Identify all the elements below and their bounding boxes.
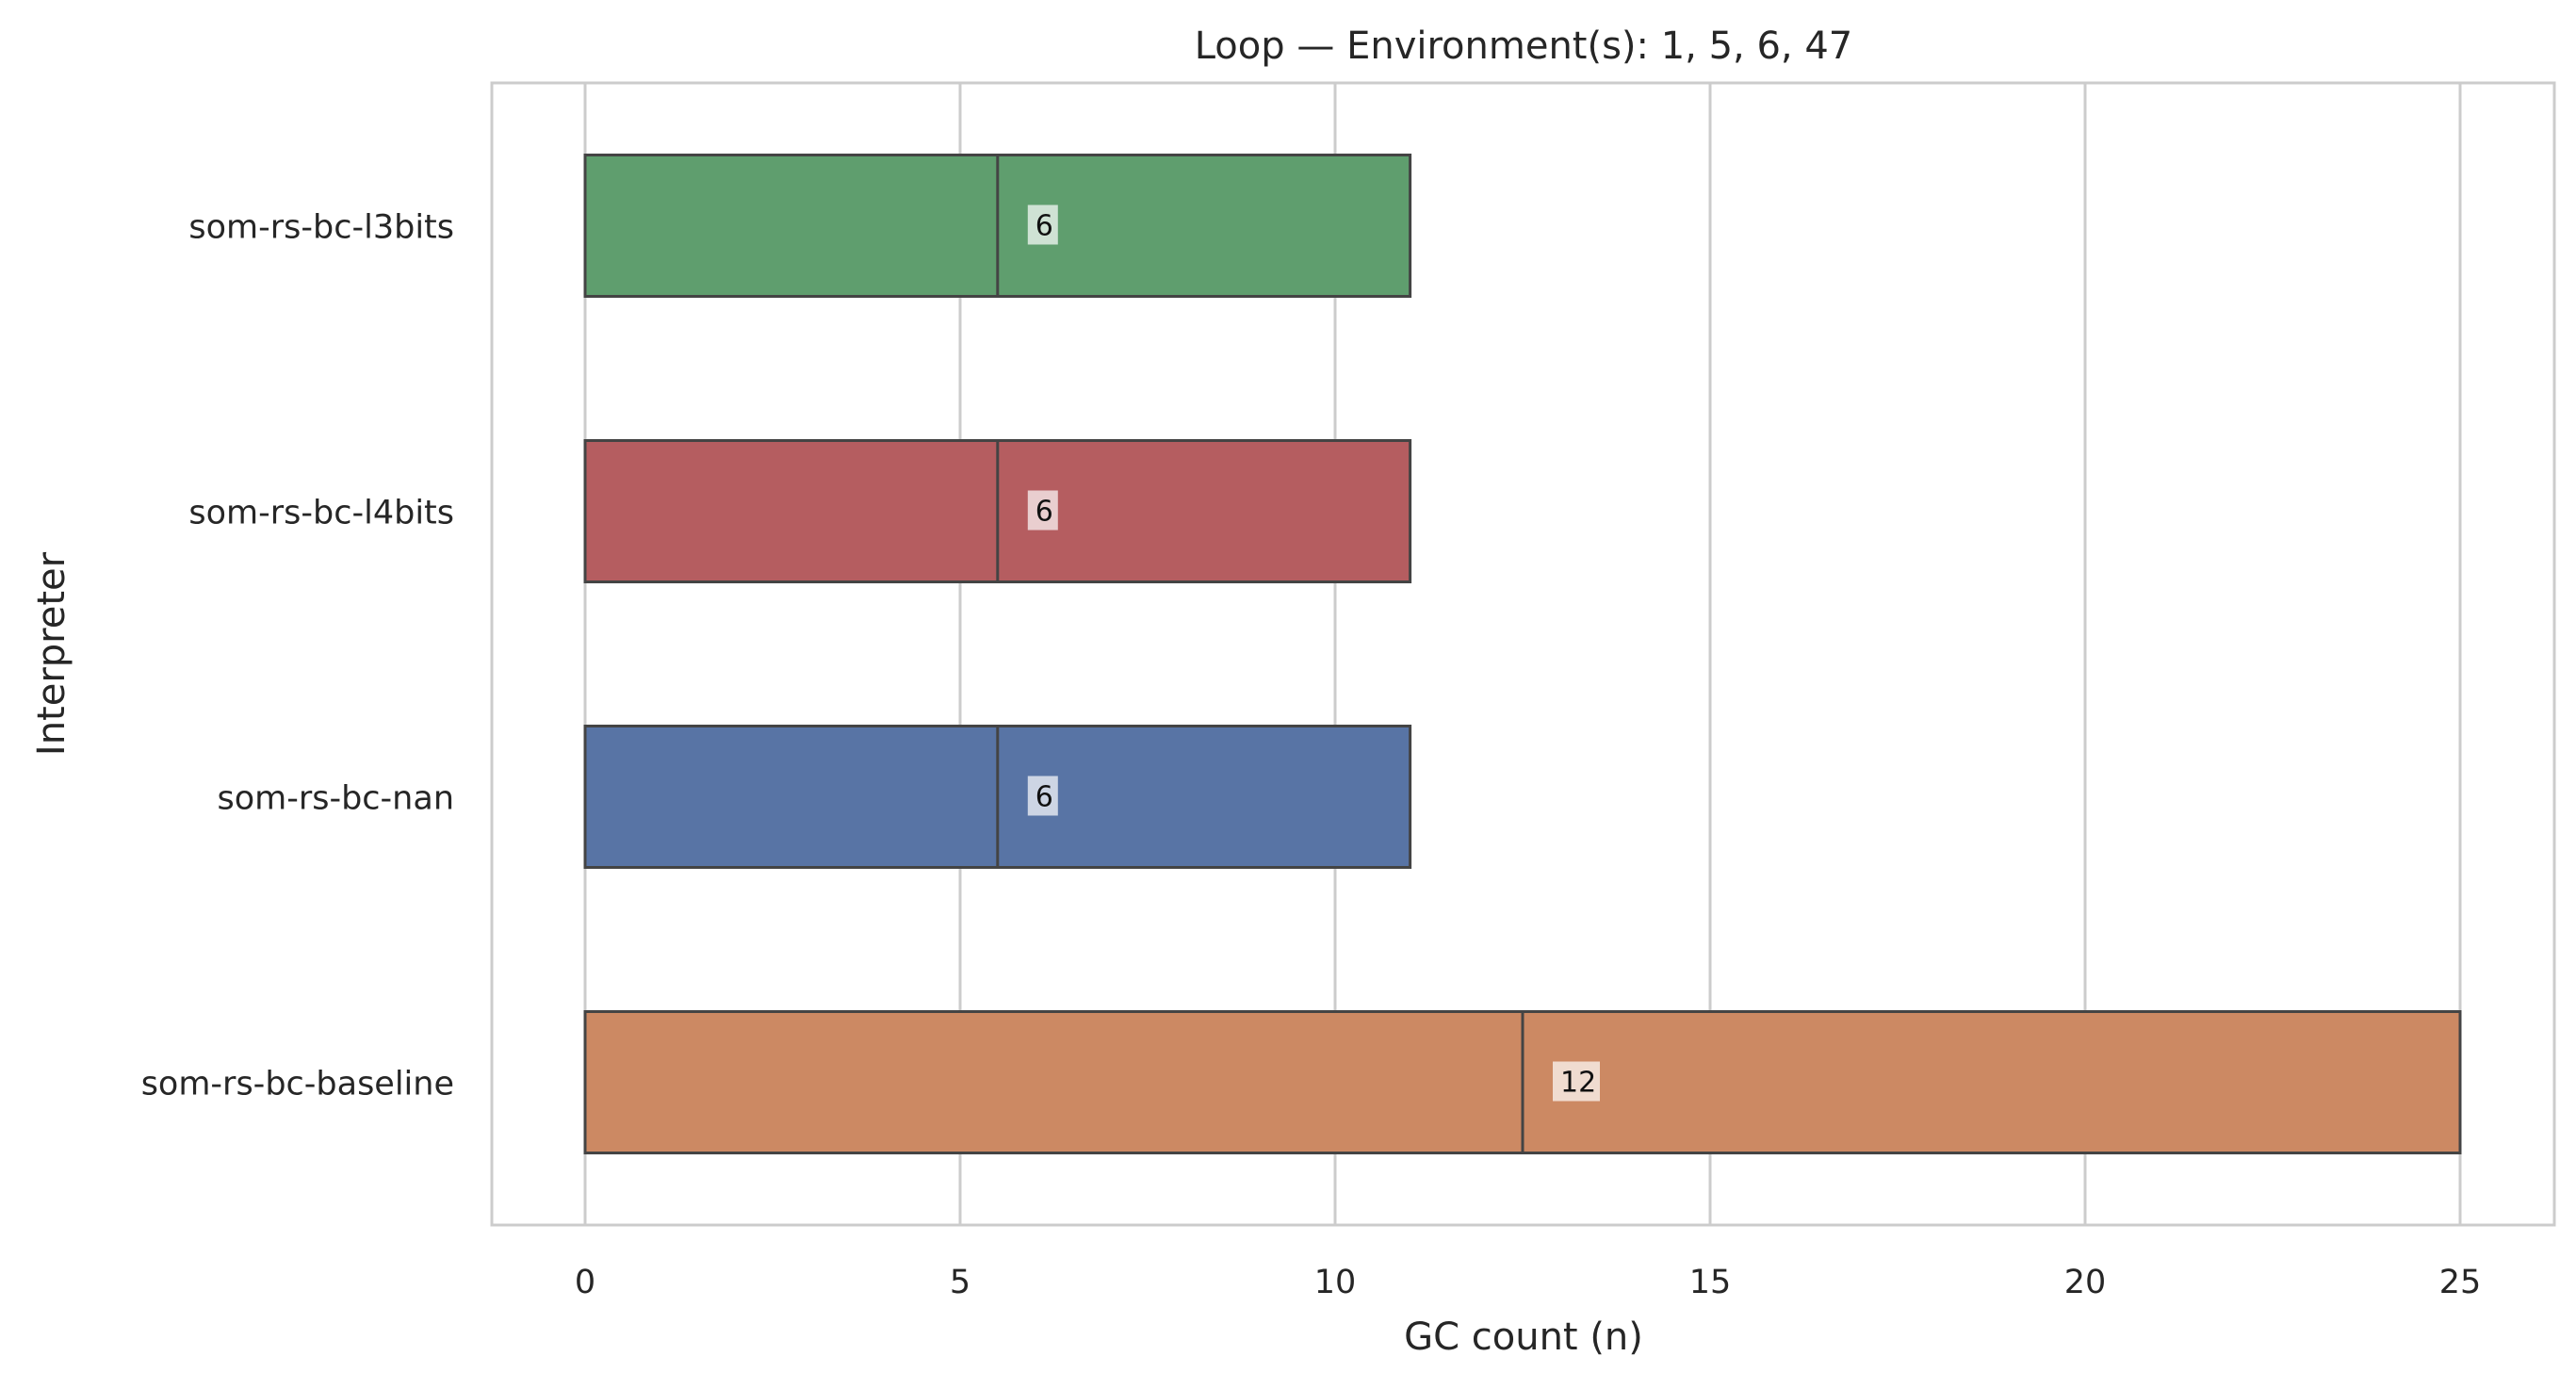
x-tick-label: 10 xyxy=(1314,1264,1357,1301)
plot-frame xyxy=(490,81,2556,1227)
x-axis-label: GC count (n) xyxy=(1404,1315,1643,1359)
data-label-background xyxy=(1553,1061,1600,1102)
y-tick-label: som-rs-bc-l4bits xyxy=(188,495,454,532)
y-tick-label: som-rs-bc-l3bits xyxy=(188,209,454,247)
y-tick-label: som-rs-bc-baseline xyxy=(141,1066,454,1103)
x-tick-label: 20 xyxy=(2064,1264,2107,1301)
data-label-background xyxy=(1027,490,1058,531)
y-ticks: som-rs-bc-l3bits som-rs-bc-l4bits som-rs-b… xyxy=(141,209,454,1103)
x-tick-label: 25 xyxy=(2439,1264,2482,1301)
chart-title: Loop — Environment(s): 1, 5, 6, 47 xyxy=(1195,25,1853,68)
x-ticks: 0 5 10 15 20 25 xyxy=(575,1264,2481,1301)
data-label: 6 xyxy=(1035,781,1053,814)
data-label: 6 xyxy=(1035,496,1053,529)
data-label-background xyxy=(1027,204,1058,245)
x-tick-label: 15 xyxy=(1689,1264,1732,1301)
data-label: 12 xyxy=(1560,1067,1596,1100)
data-label-background xyxy=(1027,776,1058,816)
bars: 6 6 6 12 xyxy=(583,154,2462,1154)
x-tick-label: 5 xyxy=(950,1264,970,1301)
x-tick-label: 0 xyxy=(575,1264,595,1301)
y-tick-label: som-rs-bc-nan xyxy=(217,780,454,818)
data-label: 6 xyxy=(1035,210,1053,243)
y-axis-label: Interpreter xyxy=(30,551,73,756)
